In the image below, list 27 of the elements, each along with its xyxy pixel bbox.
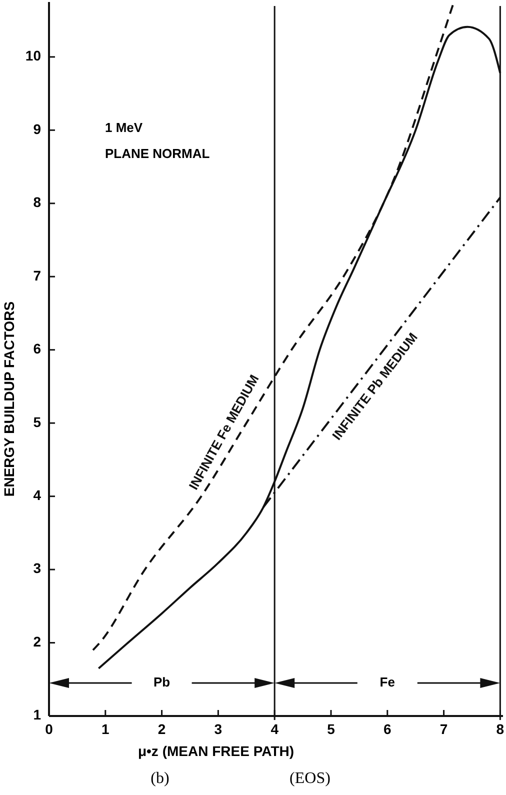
x-tick-label: 2 bbox=[158, 721, 166, 737]
x-tick-label: 1 bbox=[102, 721, 110, 737]
y-tick-label: 4 bbox=[33, 487, 42, 504]
x-tick-label: 6 bbox=[383, 721, 392, 737]
y-tick-label: 7 bbox=[33, 267, 42, 284]
y-tick-label: 6 bbox=[33, 340, 42, 357]
y-tick-label: 8 bbox=[33, 194, 42, 210]
annotation: PLANE NORMAL bbox=[105, 146, 210, 161]
y-tick-label: 2 bbox=[33, 633, 42, 650]
annotation: Pb bbox=[153, 674, 170, 690]
y-tick-label: 3 bbox=[33, 560, 42, 576]
x-tick-label: 3 bbox=[214, 721, 222, 737]
x-tick-label: 5 bbox=[327, 721, 336, 737]
x-tick-label: 0 bbox=[45, 721, 54, 737]
x-tick-label: 7 bbox=[440, 721, 448, 737]
x-tick-label: 4 bbox=[270, 721, 279, 737]
y-tick-label: 9 bbox=[33, 120, 42, 137]
text: (EOS) bbox=[290, 770, 330, 787]
annotation: Fe bbox=[380, 674, 395, 690]
y-tick-label: 5 bbox=[33, 414, 42, 430]
x-axis-title: μ•z (MEAN FREE PATH) bbox=[138, 743, 294, 759]
annotation: 1 MeV bbox=[105, 120, 143, 135]
x-tick-label: 8 bbox=[496, 721, 504, 737]
y-tick-label: 1 bbox=[33, 706, 42, 723]
y-axis-title: ENERGY BUILDUP FACTORS bbox=[1, 301, 17, 497]
y-tick-label: 10 bbox=[25, 48, 42, 64]
text: (b) bbox=[150, 770, 170, 787]
